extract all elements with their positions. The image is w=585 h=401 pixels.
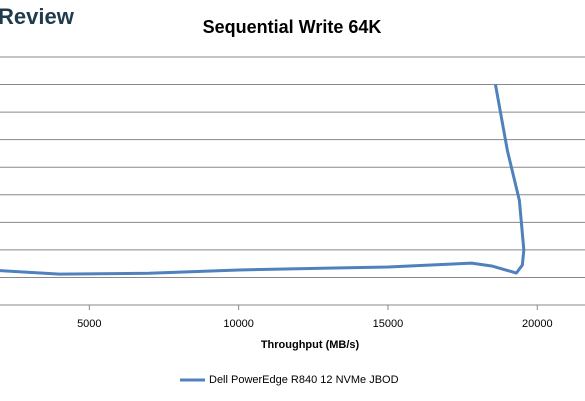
chart-title: Sequential Write 64K — [203, 17, 382, 37]
x-tick-label: 5000 — [77, 318, 101, 330]
x-axis-label: Throughput (MB/s) — [261, 339, 360, 351]
x-tick-label: 15000 — [373, 318, 404, 330]
x-tick-label: 10000 — [223, 318, 254, 330]
series-line — [0, 84, 526, 276]
legend-label: Dell PowerEdge R840 12 NVMe JBOD — [209, 374, 399, 386]
x-tick-label: 20000 — [522, 318, 553, 330]
brand-logo: Review — [0, 4, 75, 29]
